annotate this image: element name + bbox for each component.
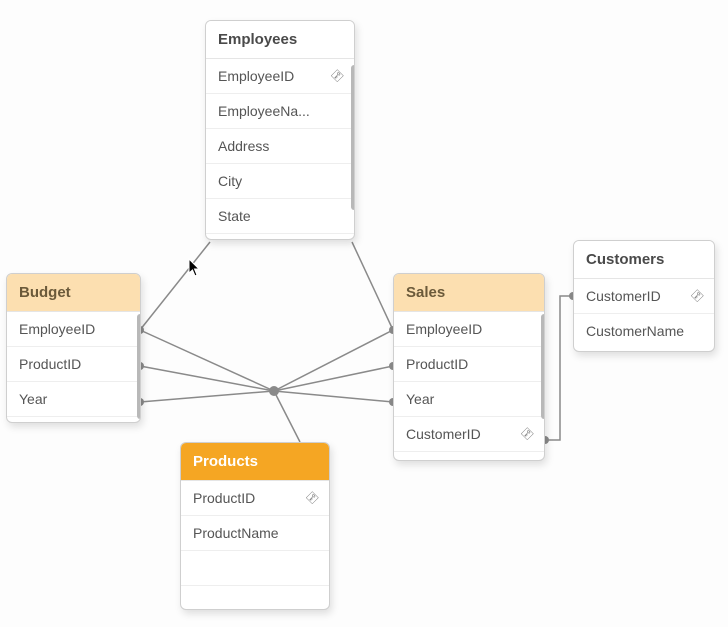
- field-row[interactable]: Year: [394, 382, 544, 417]
- key-icon: ⚿: [518, 425, 536, 443]
- field-row[interactable]: CustomerID ⚿: [394, 417, 544, 452]
- table-budget[interactable]: Budget EmployeeID ProductID Year: [6, 273, 141, 423]
- mouse-cursor-icon: [188, 258, 202, 278]
- field-name: Year: [19, 391, 47, 407]
- field-row[interactable]: Year: [7, 382, 140, 417]
- table-title: Budget: [19, 284, 71, 301]
- field-name: EmployeeID: [19, 321, 95, 337]
- field-row[interactable]: [181, 551, 329, 586]
- table-sales[interactable]: Sales EmployeeID ProductID Year Customer…: [393, 273, 545, 461]
- field-name: State: [218, 208, 251, 224]
- field-name: ProductID: [193, 490, 255, 506]
- table-header[interactable]: Customers: [574, 241, 714, 279]
- scrollbar[interactable]: [351, 65, 355, 210]
- table-header[interactable]: Products: [181, 443, 329, 481]
- field-row[interactable]: EmployeeID ⚿: [206, 59, 354, 94]
- field-row[interactable]: EmployeeNa...: [206, 94, 354, 129]
- table-employees[interactable]: Employees EmployeeID ⚿ EmployeeNa... Add…: [205, 20, 355, 240]
- field-name: ProductID: [406, 356, 468, 372]
- field-row[interactable]: Address: [206, 129, 354, 164]
- field-name: CustomerID: [586, 288, 661, 304]
- table-title: Products: [193, 453, 258, 470]
- key-icon: ⚿: [688, 287, 706, 305]
- field-row[interactable]: ProductID ⚿: [181, 481, 329, 516]
- field-name: CustomerName: [586, 323, 684, 339]
- field-name: Year: [406, 391, 434, 407]
- table-title: Employees: [218, 31, 297, 48]
- field-name: City: [218, 173, 242, 189]
- table-header[interactable]: Budget: [7, 274, 140, 312]
- field-row[interactable]: City: [206, 164, 354, 199]
- diagram-canvas: Employees EmployeeID ⚿ EmployeeNa... Add…: [0, 0, 728, 627]
- field-row[interactable]: ProductID: [394, 347, 544, 382]
- field-row[interactable]: [181, 586, 329, 610]
- table-customers[interactable]: Customers CustomerID ⚿ CustomerName: [573, 240, 715, 352]
- field-name: ProductID: [19, 356, 81, 372]
- field-row[interactable]: CustomerName: [574, 314, 714, 348]
- field-row[interactable]: EmployeeID: [394, 312, 544, 347]
- table-header[interactable]: Sales: [394, 274, 544, 312]
- field-row[interactable]: EmployeeID: [7, 312, 140, 347]
- field-name: Address: [218, 138, 269, 154]
- table-title: Sales: [406, 284, 445, 301]
- field-name: EmployeeID: [218, 68, 294, 84]
- scrollbar[interactable]: [137, 314, 141, 419]
- scrollbar[interactable]: [541, 314, 545, 419]
- field-row[interactable]: State: [206, 199, 354, 234]
- table-products[interactable]: Products ProductID ⚿ ProductName: [180, 442, 330, 610]
- field-name: EmployeeNa...: [218, 103, 310, 119]
- field-name: CustomerID: [406, 426, 481, 442]
- field-name: ProductName: [193, 525, 279, 541]
- field-name: EmployeeID: [406, 321, 482, 337]
- table-header[interactable]: Employees: [206, 21, 354, 59]
- field-row[interactable]: ProductID: [7, 347, 140, 382]
- field-row[interactable]: ProductName: [181, 516, 329, 551]
- field-row[interactable]: CustomerID ⚿: [574, 279, 714, 314]
- table-title: Customers: [586, 251, 664, 268]
- key-icon: ⚿: [328, 67, 346, 85]
- key-icon: ⚿: [303, 489, 321, 507]
